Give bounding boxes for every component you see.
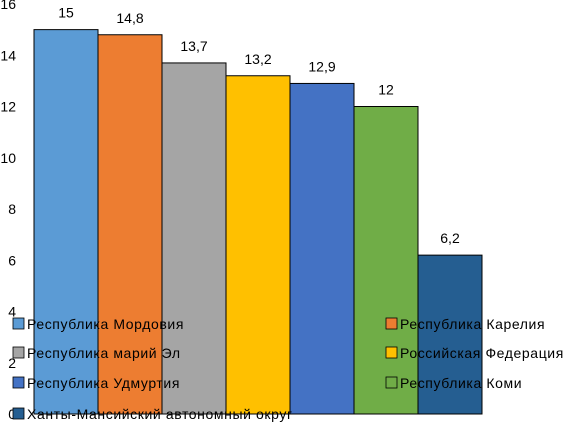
y-tick-label: 4 — [8, 304, 16, 320]
legend-item: Ханты-Мансийский автономный округ — [12, 406, 293, 422]
legend-label: Республика марий Эл — [27, 345, 181, 361]
bar-7 — [417, 254, 483, 415]
legend-item: Республика Мордовия — [12, 316, 184, 332]
legend-item: Российская Федерация — [385, 345, 564, 361]
y-axis-ticks: 0 2 4 6 8 10 12 14 16 — [0, 0, 16, 422]
data-label: 15 — [58, 5, 74, 21]
bars — [33, 29, 483, 415]
data-label: 12,9 — [308, 58, 335, 74]
data-labels: 15 14,8 13,7 13,2 12,9 12 6,2 — [58, 5, 460, 247]
y-tick-label: 14 — [0, 47, 16, 63]
bar-1 — [33, 29, 99, 415]
data-label: 13,7 — [180, 38, 207, 54]
bar-5 — [289, 82, 355, 415]
y-tick-label: 2 — [8, 355, 16, 371]
data-label: 6,2 — [440, 230, 460, 246]
legend-swatch — [12, 317, 25, 330]
legend-label: Российская Федерация — [400, 345, 564, 361]
legend-swatch — [385, 317, 398, 330]
y-tick-label: 16 — [0, 0, 16, 12]
legend-swatch — [12, 346, 25, 359]
y-tick-label: 8 — [8, 201, 16, 217]
bar-2 — [97, 34, 163, 415]
legend-label: Ханты-Мансийский автономный округ — [27, 406, 293, 422]
legend-label: Республика Удмуртия — [27, 375, 180, 391]
bar-4 — [225, 75, 291, 415]
bar-3 — [161, 62, 227, 415]
data-label: 13,2 — [244, 51, 271, 67]
legend-item: Республика Карелия — [385, 316, 545, 332]
legend-swatch — [385, 346, 398, 359]
legend-label: Республика Карелия — [400, 316, 545, 332]
y-tick-label: 6 — [8, 252, 16, 268]
legend-label: Республика Мордовия — [27, 316, 184, 332]
legend-item: Республика марий Эл — [12, 345, 181, 361]
y-tick-label: 12 — [0, 99, 16, 115]
legend-swatch — [12, 376, 25, 389]
data-label: 12 — [378, 82, 394, 98]
legend-swatch — [12, 407, 25, 420]
y-tick-label: 0 — [8, 406, 16, 422]
legend-item: Республика Удмуртия — [12, 375, 180, 391]
y-tick-label: 10 — [0, 150, 16, 166]
data-label: 14,8 — [116, 10, 143, 26]
legend-item: Республика Коми — [385, 375, 522, 391]
legend: Республика Мордовия Республика Карелия Рес… — [12, 316, 564, 422]
legend-label: Республика Коми — [400, 375, 522, 391]
bar-6 — [353, 106, 419, 415]
legend-swatch — [385, 376, 398, 389]
